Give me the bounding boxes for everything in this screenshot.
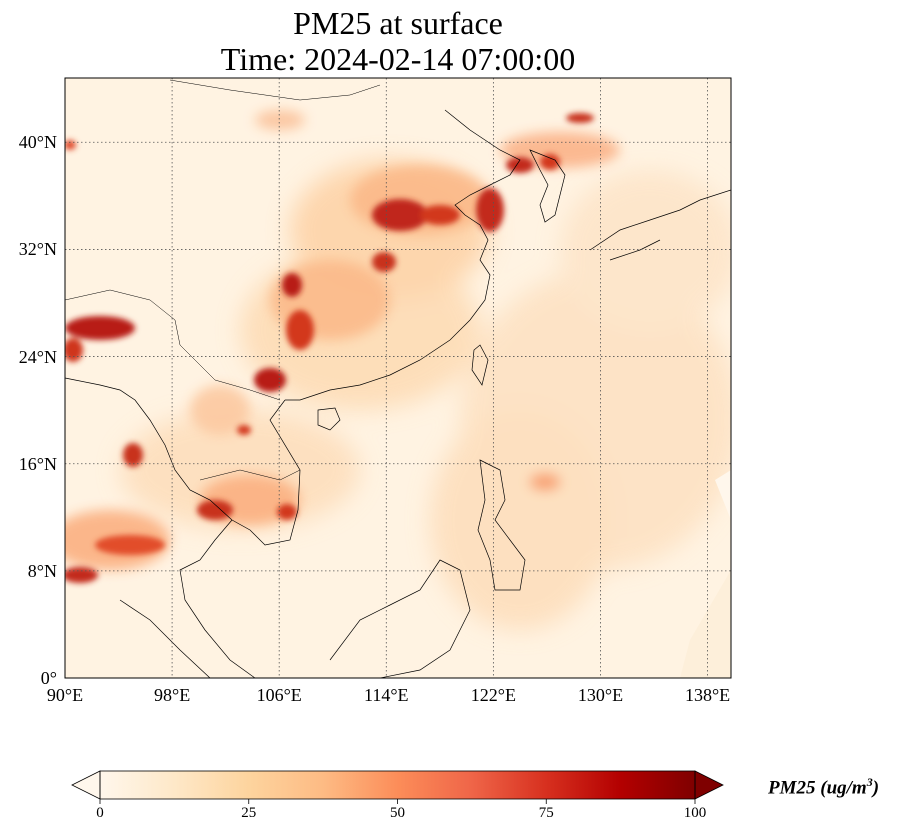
colorbar-extend-min [71, 770, 101, 800]
lat-label: 0° [40, 668, 57, 688]
lat-label: 40°N [18, 132, 57, 153]
plot-title-line1: PM25 at surface [293, 5, 503, 41]
colorbar-gradient [100, 771, 695, 799]
lat-label: 24°N [18, 346, 57, 367]
colorbar-extend-max [694, 770, 724, 800]
colorbar-tick-label: 0 [96, 805, 104, 821]
colorbar-tick-label: 25 [241, 805, 257, 821]
lat-label: 8°N [27, 560, 57, 581]
lat-label: 32°N [18, 239, 57, 260]
colorbar-tick-label: 50 [390, 805, 405, 821]
colorbar-tick-label: 100 [683, 805, 707, 821]
lon-label: 98°E [153, 685, 191, 705]
plot-title-line2: Time: 2024-02-14 07:00:00 [220, 41, 576, 77]
lon-label: 114°E [364, 685, 409, 705]
colorbar-tick-label: 75 [538, 805, 554, 821]
lon-label: 130°E [577, 685, 624, 705]
lon-label: 122°E [470, 685, 516, 705]
coastlines [65, 79, 731, 678]
colorbar [71, 770, 724, 804]
lon-label: 90°E [46, 685, 84, 705]
lat-label: 16°N [18, 453, 57, 474]
lon-label: 138°E [684, 685, 731, 705]
lon-label: 106°E [256, 685, 302, 705]
colorbar-label: PM25 (ug/m3) [768, 775, 880, 799]
pm25-field [65, 78, 731, 678]
map-frame [64, 77, 732, 679]
